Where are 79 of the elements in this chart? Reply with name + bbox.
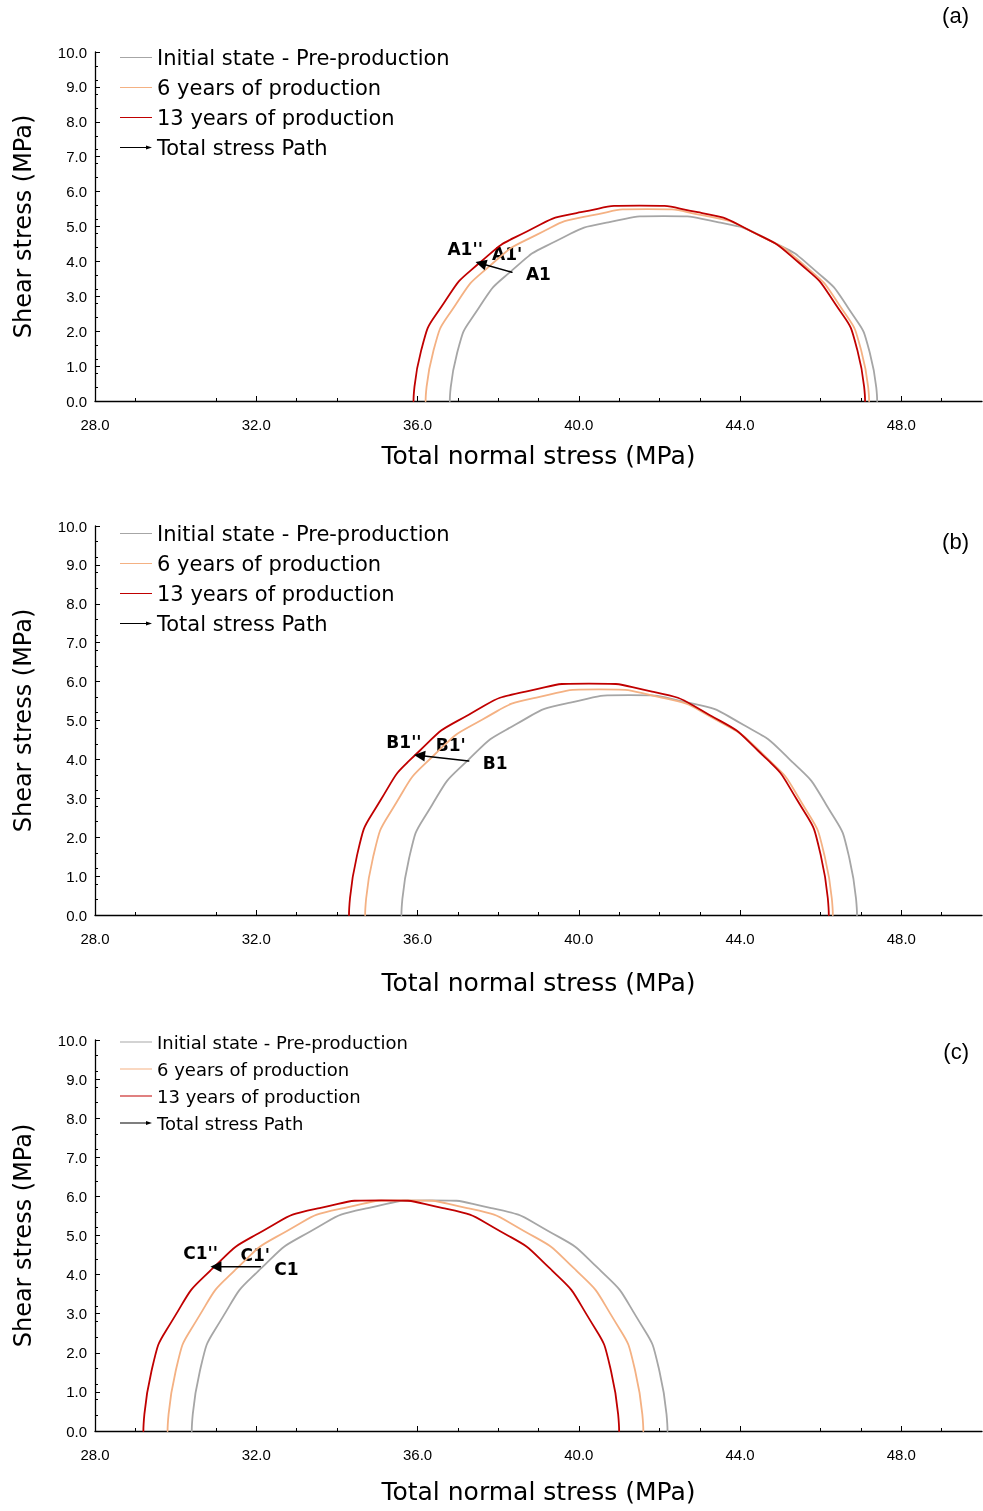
y-tick-label: 4.0 xyxy=(66,750,87,768)
y-tick-label: 0.0 xyxy=(66,392,87,410)
text: (a) xyxy=(942,2,969,28)
x-tick-label: 40.0 xyxy=(564,1446,594,1463)
annotation: B1'' xyxy=(386,731,422,752)
legend-label: 13 years of production xyxy=(157,581,395,606)
legend-label: Total stress Path xyxy=(156,1112,304,1134)
y-tick-label: 5.0 xyxy=(66,1227,87,1244)
y-tick-label: 2.0 xyxy=(66,828,87,846)
annotation: (b) xyxy=(942,528,969,554)
annotation: A1'' xyxy=(447,239,483,260)
y-tick-label: 1.0 xyxy=(66,867,87,885)
x-tick-label: 32.0 xyxy=(241,416,271,433)
legend-label: Initial state - Pre-production xyxy=(157,521,450,546)
x-tick-label: 40.0 xyxy=(564,930,594,947)
legend-label: Initial state - Pre-production xyxy=(157,45,450,70)
x-tick-label: 36.0 xyxy=(402,416,433,433)
y-tick-label: 2.0 xyxy=(66,322,87,340)
x-tick-label: 28.0 xyxy=(80,1446,110,1463)
x-tick-label: 44.0 xyxy=(725,1446,755,1463)
y-tick-label: 4.0 xyxy=(66,1266,87,1284)
y-axis-title: Shear stress (MPa) xyxy=(9,608,37,833)
y-tick-label: 9.0 xyxy=(66,78,87,96)
y-tick-label: 6.0 xyxy=(66,1187,87,1205)
y-tick-label: 5.0 xyxy=(66,712,87,729)
y-tick-label: 10.0 xyxy=(57,43,87,61)
x-tick-label: 48.0 xyxy=(886,416,916,433)
x-tick-label: 44.0 xyxy=(725,416,755,433)
legend-label: Total stress Path xyxy=(156,611,328,636)
y-tick-label: 1.0 xyxy=(66,1383,87,1401)
annotation: C1'' xyxy=(183,1242,218,1263)
y-tick-label: 9.0 xyxy=(66,556,87,574)
x-tick-label: 48.0 xyxy=(886,930,916,947)
legend-label: Total stress Path xyxy=(156,135,328,160)
annotation: B1 xyxy=(482,752,508,773)
x-tick-label: 40.0 xyxy=(564,416,594,433)
y-axis-title: Shear stress (MPa) xyxy=(9,1123,37,1348)
y-tick-label: 6.0 xyxy=(66,673,87,691)
x-tick-label: 32.0 xyxy=(241,1446,271,1463)
y-tick-label: 3.0 xyxy=(66,1305,87,1323)
x-tick-label: 28.0 xyxy=(80,416,110,433)
x-tick-label: 32.0 xyxy=(241,930,271,947)
x-tick-label: 28.0 xyxy=(80,930,110,947)
x-tick-label: 48.0 xyxy=(886,1446,916,1463)
y-tick-label: 10.0 xyxy=(57,1031,87,1049)
annotation: (c) xyxy=(943,1038,969,1064)
y-tick-label: 2.0 xyxy=(66,1344,87,1362)
y-tick-label: 1.0 xyxy=(66,357,87,375)
y-tick-label: 3.0 xyxy=(66,789,87,807)
y-tick-label: 6.0 xyxy=(66,183,87,201)
y-axis-title: Shear stress (MPa) xyxy=(9,114,37,339)
y-tick-label: 0.0 xyxy=(66,906,87,924)
x-axis-title: Total normal stress (MPa) xyxy=(380,441,696,470)
legend-label: Initial state - Pre-production xyxy=(157,1031,408,1053)
y-tick-label: 7.0 xyxy=(66,148,87,166)
x-axis-title: Total normal stress (MPa) xyxy=(380,1477,696,1506)
y-tick-label: 0.0 xyxy=(66,1422,87,1440)
y-tick-label: 4.0 xyxy=(66,252,87,270)
legend-label: 13 years of production xyxy=(157,1085,361,1107)
y-tick-label: 8.0 xyxy=(66,113,87,131)
y-tick-label: 9.0 xyxy=(66,1070,87,1088)
y-tick-label: 7.0 xyxy=(66,1148,87,1166)
x-axis-title: Total normal stress (MPa) xyxy=(380,968,696,997)
legend-label: 6 years of production xyxy=(157,75,382,100)
legend-label: 6 years of production xyxy=(157,551,382,576)
annotation: C1 xyxy=(274,1258,299,1279)
y-tick-label: 8.0 xyxy=(66,595,87,613)
y-tick-label: 5.0 xyxy=(66,218,87,235)
x-tick-label: 44.0 xyxy=(725,930,755,947)
legend-label: 13 years of production xyxy=(157,105,395,130)
x-tick-label: 36.0 xyxy=(402,930,433,947)
y-tick-label: 10.0 xyxy=(57,517,87,535)
annotation: A1 xyxy=(525,264,551,285)
y-tick-label: 8.0 xyxy=(66,1109,87,1127)
x-tick-label: 36.0 xyxy=(402,1446,433,1463)
y-tick-label: 3.0 xyxy=(66,287,87,305)
legend-label: 6 years of production xyxy=(157,1058,350,1080)
y-tick-label: 7.0 xyxy=(66,634,87,652)
annotation: B1' xyxy=(435,735,466,756)
